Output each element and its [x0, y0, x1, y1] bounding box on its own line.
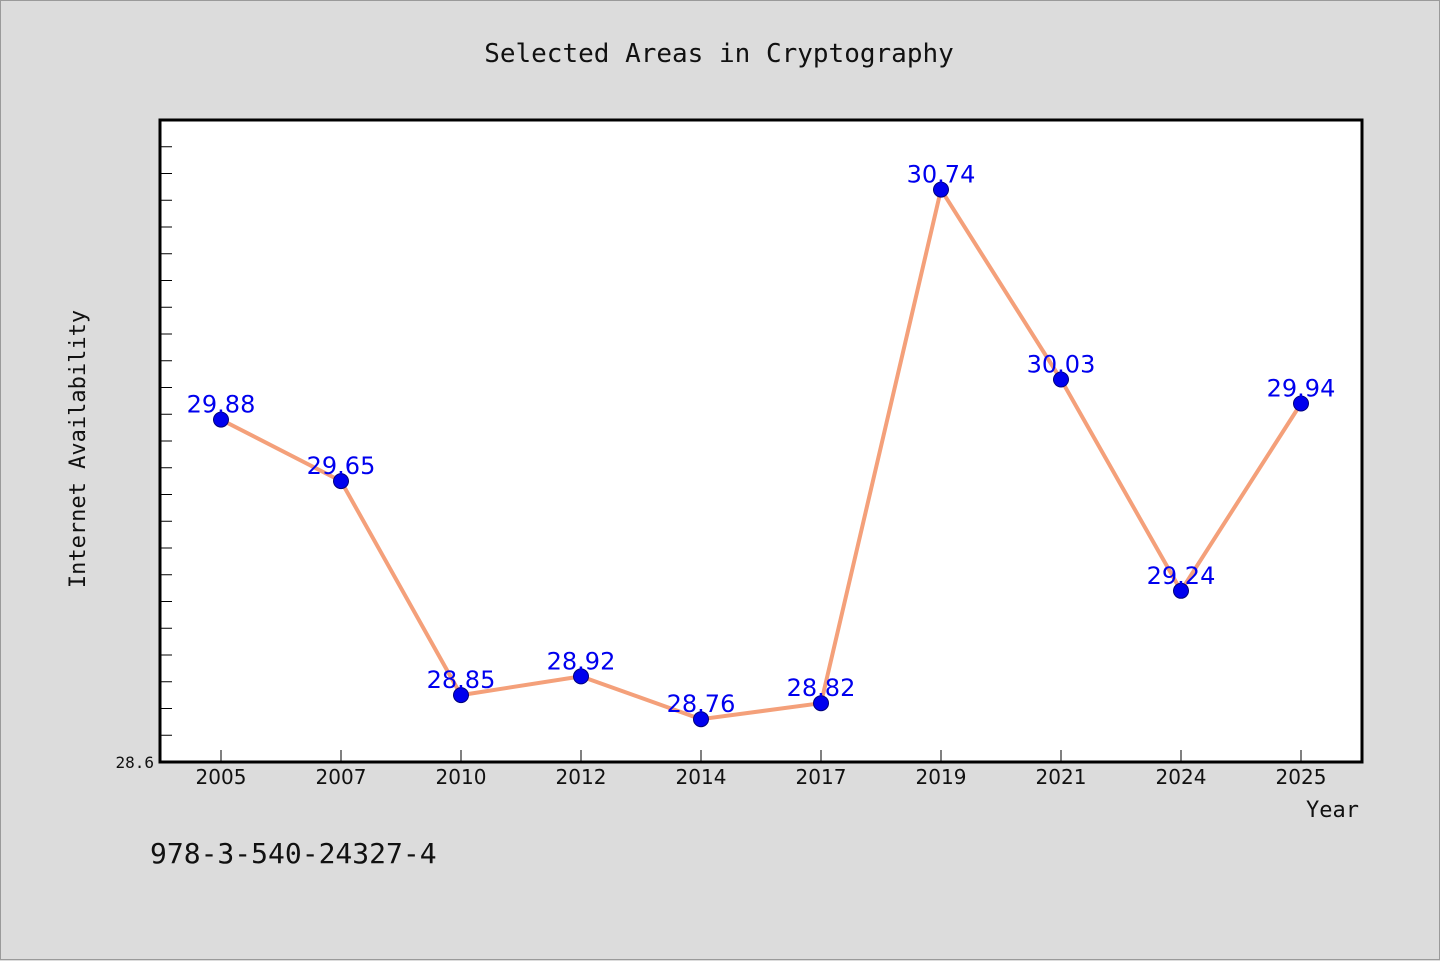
data-point [573, 668, 589, 685]
data-point [1293, 395, 1309, 412]
data-label: 30.74 [907, 161, 976, 189]
x-tick-label: 2007 [316, 765, 367, 789]
data-label: 28.76 [667, 690, 736, 718]
x-tick-label: 2005 [196, 765, 247, 789]
x-axis: 2005 2007 2010 2012 2014 2017 2019 2021 2024 2025 [196, 750, 1327, 789]
x-tick-label: 2012 [556, 765, 607, 789]
x-tick-label: 2025 [1276, 765, 1327, 789]
x-tick-label: 2019 [916, 765, 967, 789]
data-label: 28.92 [547, 647, 616, 675]
isbn-label: 978-3-540-24327-4 [150, 837, 437, 870]
series: 29.88 29.65 28.85 28.92 28.76 28.82 30.74 30.03… [187, 161, 1336, 728]
data-point [813, 695, 829, 712]
data-point [1053, 371, 1069, 388]
data-point [333, 473, 349, 490]
chart-title: Selected Areas in Cryptography [484, 39, 954, 69]
data-point [213, 411, 229, 428]
data-label: 29.94 [1267, 375, 1336, 403]
data-label: 29.65 [307, 452, 376, 480]
x-tick-label: 2014 [676, 765, 727, 789]
y-tick-label: 28.6 [115, 753, 154, 772]
data-label: 29.24 [1147, 562, 1216, 590]
x-tick-label: 2010 [436, 765, 487, 789]
y-axis: 28.6 [115, 146, 172, 772]
x-tick-label: 2024 [1156, 765, 1207, 789]
plot-area [158, 118, 1364, 764]
x-tick-label: 2021 [1036, 765, 1087, 789]
data-label: 28.85 [427, 666, 496, 694]
data-point [933, 181, 949, 198]
x-axis-title: Year [1306, 798, 1359, 823]
data-point [1173, 582, 1189, 599]
y-axis-title: Internet Availability [66, 310, 91, 588]
data-point [693, 711, 709, 728]
data-label: 30.03 [1027, 351, 1096, 379]
data-label: 29.88 [187, 391, 256, 419]
data-point [453, 687, 469, 704]
series-line [219, 187, 1303, 722]
x-tick-label: 2017 [796, 765, 847, 789]
data-label: 28.82 [787, 674, 856, 702]
